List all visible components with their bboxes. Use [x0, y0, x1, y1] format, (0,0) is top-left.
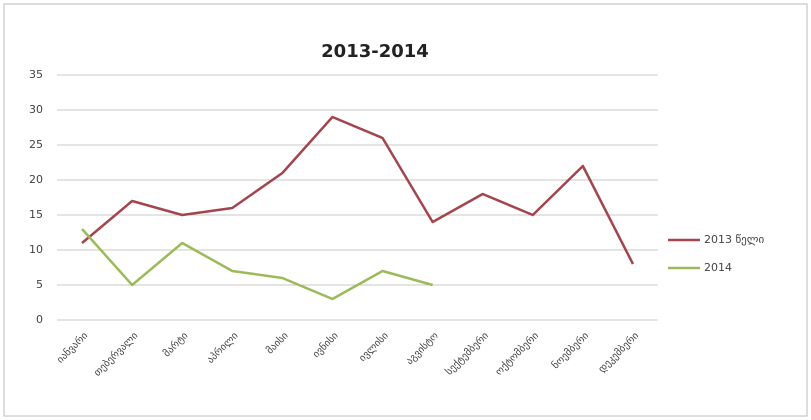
- y-tick-label: 15: [29, 208, 43, 221]
- y-tick-label: 10: [29, 243, 43, 256]
- y-tick-label: 25: [29, 138, 43, 151]
- y-tick-label: 35: [29, 68, 43, 81]
- y-tick-label: 5: [36, 278, 43, 291]
- line-series: [81, 115, 635, 265]
- legend-label: 2014: [704, 261, 732, 274]
- y-tick-label: 30: [29, 103, 43, 116]
- chart-frame: [3, 3, 808, 417]
- y-tick-label: 0: [36, 313, 43, 326]
- y-tick-label: 20: [29, 173, 43, 186]
- line-series: [81, 228, 433, 301]
- chart-title: 2013-2014: [321, 41, 429, 62]
- legend-label: 2013 წელი: [704, 233, 764, 246]
